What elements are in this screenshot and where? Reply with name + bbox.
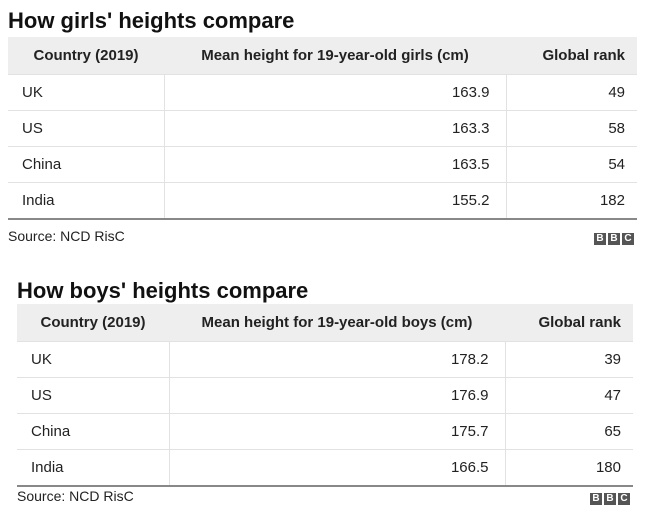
rank-cell: 65	[505, 413, 633, 450]
bbc-logo-letter: C	[618, 493, 630, 505]
table-row: US 163.3 58	[8, 110, 637, 147]
country-cell: China	[8, 146, 165, 183]
column-header-height: Mean height for 19-year-old girls (cm)	[164, 37, 506, 75]
height-cell: 176.9	[169, 377, 506, 414]
column-header-height: Mean height for 19-year-old boys (cm)	[169, 304, 505, 342]
bbc-logo: B B C	[590, 493, 630, 505]
height-cell: 163.3	[164, 110, 507, 147]
table-header-row: Country (2019) Mean height for 19-year-o…	[17, 304, 633, 342]
column-header-rank: Global rank	[506, 37, 637, 75]
table-row: UK 178.2 39	[17, 341, 633, 378]
country-cell: India	[17, 449, 170, 487]
boys-height-table: Country (2019) Mean height for 19-year-o…	[17, 304, 633, 487]
column-header-rank: Global rank	[505, 304, 633, 342]
table-row: India 166.5 180	[17, 449, 633, 487]
column-header-country: Country (2019)	[17, 304, 169, 342]
table-row: UK 163.9 49	[8, 74, 637, 111]
rank-cell: 39	[505, 341, 633, 378]
bbc-logo-letter: B	[594, 233, 606, 245]
boys-table-title: How boys' heights compare	[17, 278, 309, 303]
country-cell: US	[17, 377, 170, 414]
table-header-row: Country (2019) Mean height for 19-year-o…	[8, 37, 637, 75]
table-row: China 163.5 54	[8, 146, 637, 183]
bbc-logo-letter: B	[590, 493, 602, 505]
rank-cell: 49	[506, 74, 637, 111]
table-row: China 175.7 65	[17, 413, 633, 450]
girls-source-note: Source: NCD RisC	[8, 228, 125, 244]
bbc-logo-letter: B	[604, 493, 616, 505]
bbc-logo-letter: C	[622, 233, 634, 245]
rank-cell: 54	[506, 146, 637, 183]
rank-cell: 182	[506, 182, 637, 220]
rank-cell: 47	[505, 377, 633, 414]
height-cell: 155.2	[164, 182, 507, 220]
column-header-country: Country (2019)	[8, 37, 164, 75]
height-cell: 178.2	[169, 341, 506, 378]
height-cell: 166.5	[169, 449, 506, 487]
country-cell: US	[8, 110, 165, 147]
bbc-logo-letter: B	[608, 233, 620, 245]
girls-table-title: How girls' heights compare	[8, 8, 295, 33]
girls-height-table: Country (2019) Mean height for 19-year-o…	[8, 37, 637, 220]
table-row: US 176.9 47	[17, 377, 633, 414]
rank-cell: 58	[506, 110, 637, 147]
country-cell: China	[17, 413, 170, 450]
country-cell: India	[8, 182, 165, 220]
country-cell: UK	[17, 341, 170, 378]
boys-source-note: Source: NCD RisC	[17, 488, 134, 504]
bbc-logo: B B C	[594, 233, 634, 245]
rank-cell: 180	[505, 449, 633, 487]
table-row: India 155.2 182	[8, 182, 637, 220]
height-cell: 175.7	[169, 413, 506, 450]
country-cell: UK	[8, 74, 165, 111]
height-cell: 163.9	[164, 74, 507, 111]
height-cell: 163.5	[164, 146, 507, 183]
